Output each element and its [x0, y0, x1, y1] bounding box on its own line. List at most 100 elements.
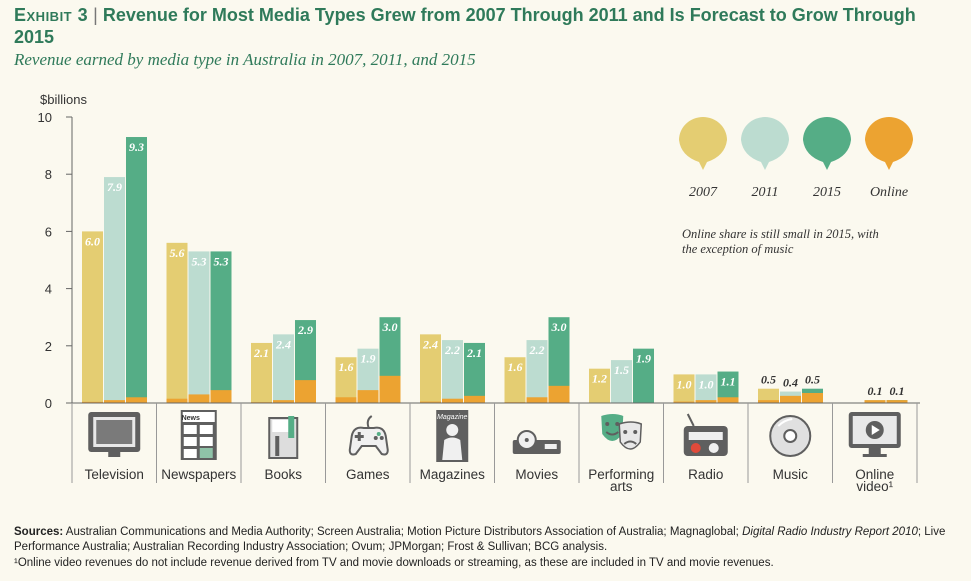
data-label: 0.5 — [805, 373, 820, 387]
y-tick-label: 8 — [45, 167, 52, 182]
y-tick-label: 4 — [45, 282, 52, 297]
chart-title: Exhibit 3 | Revenue for Most Media Types… — [14, 4, 944, 48]
bar-2007 — [251, 342, 272, 403]
category-label: Games — [346, 467, 390, 482]
bar-2007 — [504, 357, 526, 403]
category-label: arts — [610, 479, 633, 494]
category-label: Music — [773, 467, 809, 482]
bar-2011 — [104, 177, 125, 403]
theater-masks-icon — [601, 414, 643, 450]
legend-swatch — [803, 117, 851, 170]
bar-2007 — [673, 374, 695, 403]
radio-icon — [683, 413, 728, 456]
y-tick-label: 2 — [45, 339, 52, 354]
bar-online-segment — [166, 398, 188, 403]
bar-online-segment — [335, 397, 357, 403]
data-label: 2.9 — [297, 323, 313, 337]
cd-icon — [769, 415, 812, 457]
legend-item-online: Online — [865, 117, 913, 200]
data-label: 2.2 — [529, 343, 545, 357]
bar-online-segment — [188, 394, 210, 403]
sources-note: Sources: Australian Communications and M… — [14, 525, 959, 555]
legend-swatch — [679, 117, 727, 170]
data-label: 0.1 — [868, 384, 883, 398]
exhibit-label: Exhibit 3 — [14, 5, 89, 25]
data-label: 5.6 — [170, 246, 185, 260]
bar-online-segment — [886, 400, 908, 403]
bar-2015 — [633, 348, 654, 403]
bar-2011 — [357, 348, 379, 403]
bar-online-segment — [758, 400, 779, 403]
sources-italic: Digital Radio Industry Report 2010 — [742, 526, 918, 538]
bar-2011 — [442, 340, 463, 403]
data-label: 1.6 — [508, 360, 523, 374]
bar-2011 — [526, 340, 548, 403]
legend-label: 2011 — [752, 185, 779, 200]
data-label: 5.3 — [192, 254, 207, 268]
bar-2015 — [210, 251, 232, 403]
category-label: Books — [264, 467, 302, 482]
data-label: 1.5 — [614, 363, 629, 377]
newspaper-icon: News — [180, 410, 217, 460]
data-label: 1.9 — [636, 352, 651, 366]
data-label: 0.4 — [783, 376, 798, 390]
category-label: video¹ — [856, 479, 893, 494]
bar-2015 — [126, 137, 147, 403]
y-tick-label: 10 — [38, 110, 52, 125]
bar-2007 — [82, 231, 103, 403]
bar-online-segment — [420, 401, 441, 403]
legend-item-2011: 2011 — [741, 117, 789, 200]
legend-swatch — [865, 117, 913, 170]
data-label: 9.3 — [129, 140, 144, 154]
data-label: 0.5 — [761, 373, 776, 387]
data-label: 2.1 — [466, 346, 482, 360]
sources-label: Sources: — [14, 526, 64, 538]
tv-icon — [88, 412, 141, 457]
data-label: 2.4 — [422, 337, 438, 351]
legend-item-2015: 2015 — [803, 117, 851, 200]
bar-online-segment — [526, 397, 548, 403]
newspaper-text: News — [182, 415, 200, 422]
footnote: ¹Online video revenues do not include re… — [14, 557, 774, 569]
bar-2007 — [166, 242, 188, 403]
bar-2011 — [188, 251, 210, 403]
data-label: 5.3 — [214, 254, 229, 268]
bar-2011 — [611, 360, 632, 403]
bar-2007 — [758, 388, 779, 403]
bar-online-segment — [82, 401, 103, 403]
bar-online-segment — [673, 401, 695, 403]
bar-2007 — [589, 368, 610, 403]
projector-icon — [512, 430, 561, 454]
bar-online-segment — [357, 390, 379, 403]
bar-2011 — [273, 334, 294, 403]
title-text: Revenue for Most Media Types Grew from 2… — [14, 5, 916, 47]
category-label: Performing — [588, 467, 654, 482]
category-label: Newspapers — [161, 467, 236, 482]
data-label: 1.2 — [592, 372, 607, 386]
data-label: 3.0 — [382, 320, 398, 334]
data-label: 1.6 — [339, 360, 354, 374]
data-label: 2.2 — [444, 343, 460, 357]
bar-online-segment — [548, 385, 570, 403]
bar-online-segment — [126, 397, 147, 403]
bar-chart: $billions 0 2 4 6 8 10 6.0 7.9 9.3 5.6 5.3 5.3 2.1 2.4… — [38, 92, 920, 494]
y-tick-label: 0 — [45, 396, 52, 411]
legend-label: 2015 — [813, 185, 841, 200]
data-label: 1.1 — [721, 375, 736, 389]
bar-online-segment — [780, 395, 801, 403]
bar-2015 — [464, 342, 485, 403]
category-label: Movies — [515, 467, 558, 482]
category-label: Radio — [688, 467, 723, 482]
bar-online-segment — [802, 392, 823, 403]
bar-online-segment — [104, 400, 125, 403]
bar-online-segment — [379, 375, 401, 403]
category-label: Television — [85, 467, 144, 482]
category-label: Online — [855, 467, 894, 482]
y-axis-unit-label: $billions — [40, 92, 87, 107]
book-icon — [268, 416, 299, 459]
annotation-text: Online share is still small in 2015, wit… — [682, 227, 879, 241]
bar-2015 — [548, 317, 570, 403]
bar-2015 — [717, 371, 739, 403]
bar-online-segment — [695, 400, 717, 403]
legend-label: Online — [870, 185, 908, 200]
